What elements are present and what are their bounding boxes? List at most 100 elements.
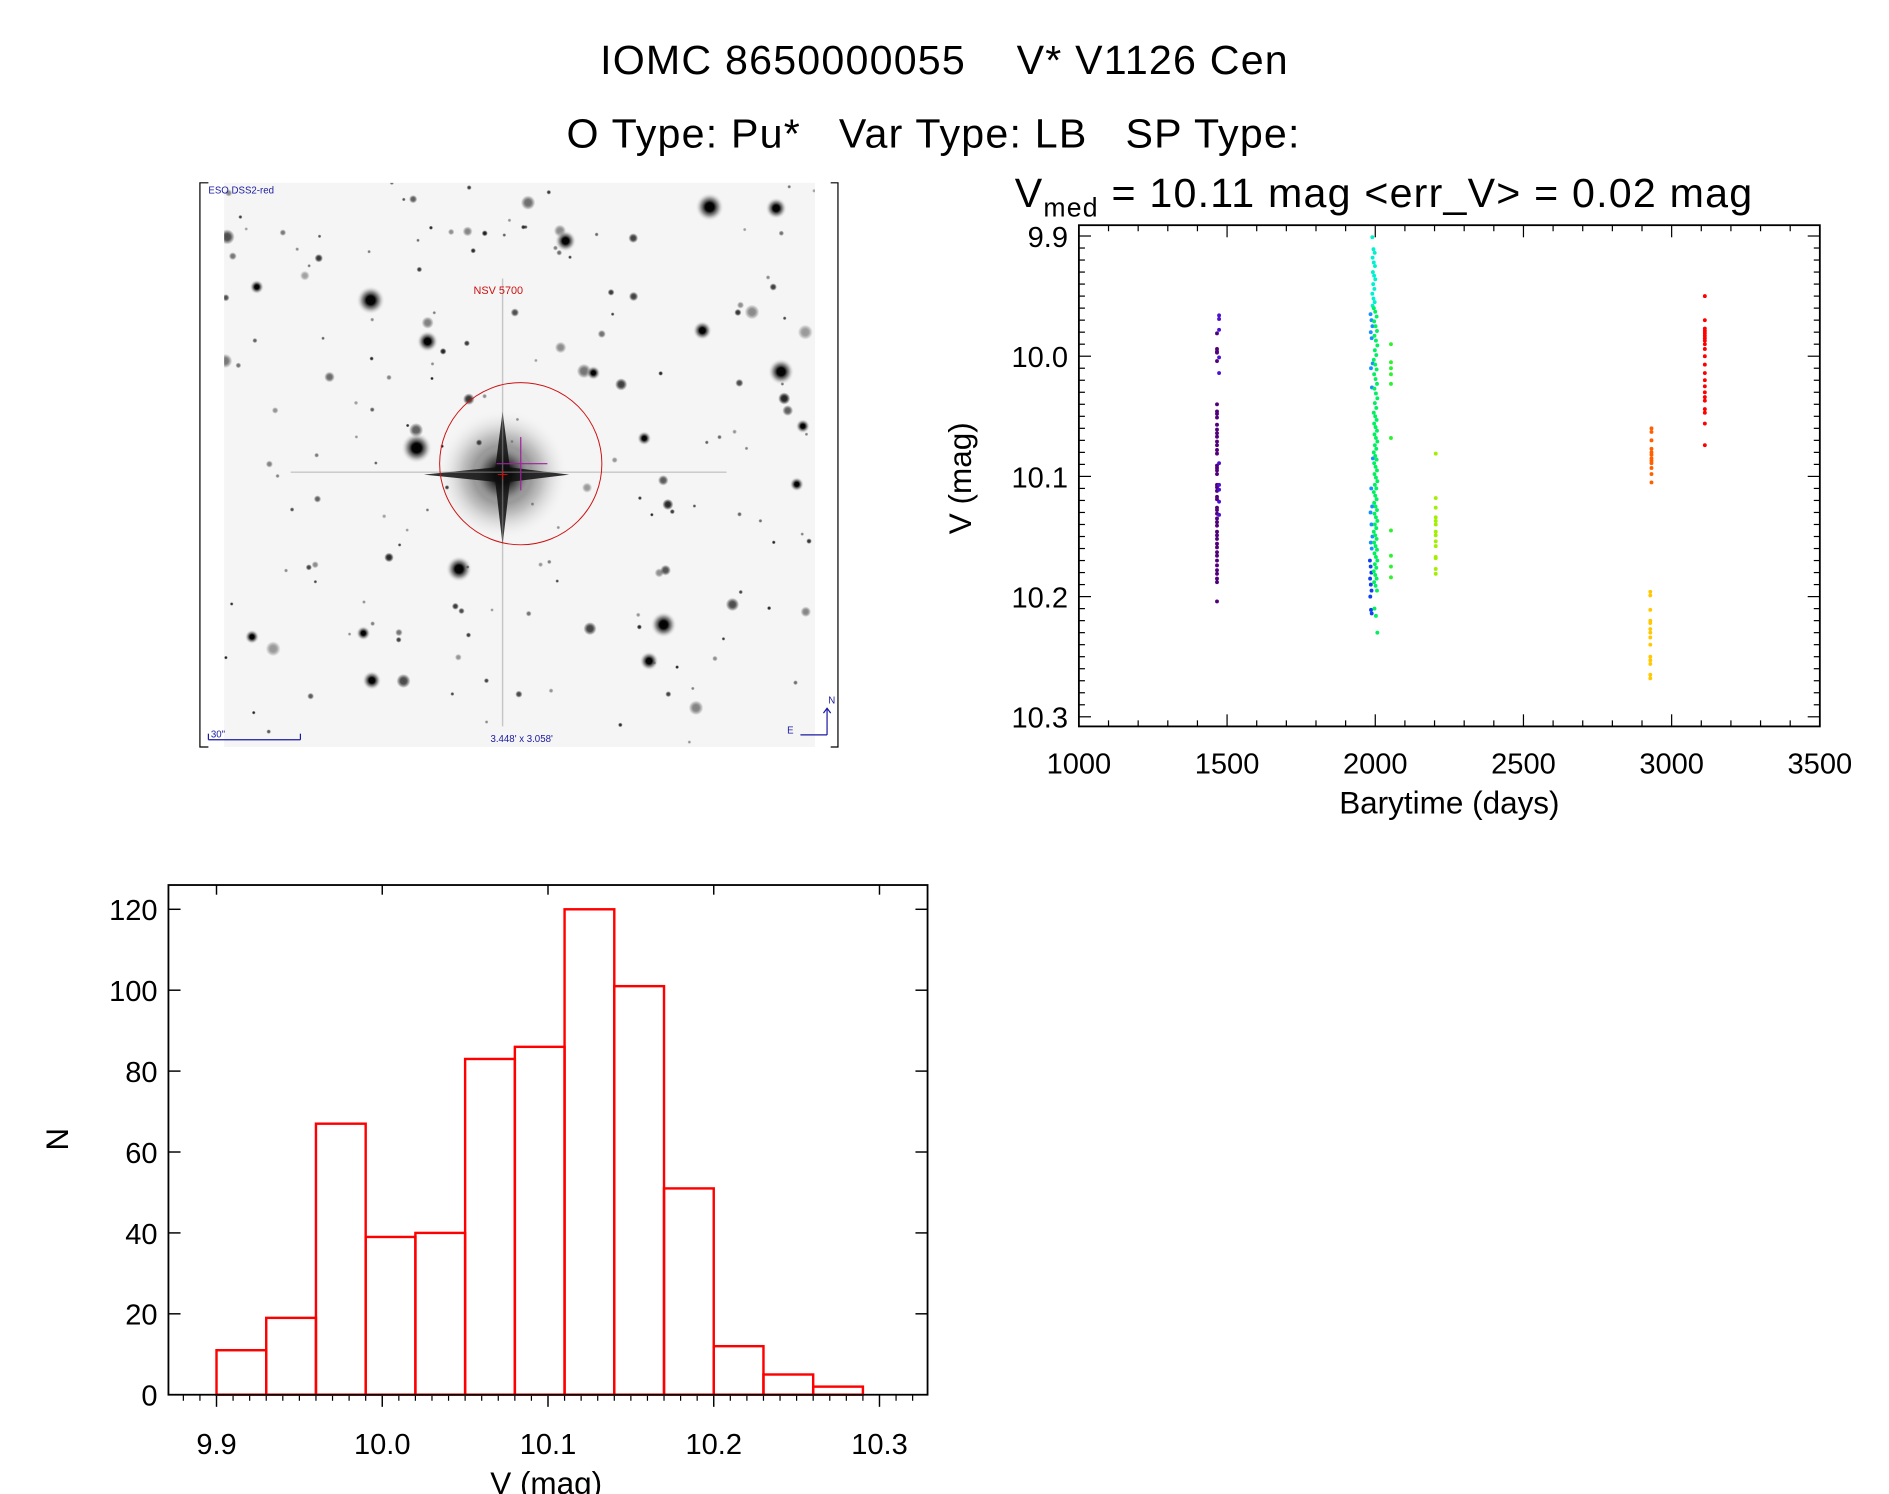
data-point-group-10 [1648,661,1653,666]
data-point-group-1 [1215,545,1219,550]
data-point-group-8 [1433,522,1438,527]
data-point-group-6 [1373,573,1378,577]
star [386,374,392,381]
star [628,233,639,243]
star [769,283,777,291]
data-point-group-1 [1215,472,1219,476]
light-curve-frame [1077,224,1821,728]
data-point-group-7 [1389,553,1393,558]
data-point-group-4 [1369,366,1373,371]
data-point-group-10 [1648,642,1653,647]
data-point-group-8 [1433,515,1438,520]
data-point-group-1 [1215,451,1219,456]
data-point-group-10 [1648,627,1653,631]
star [362,600,366,604]
x-tick-label: 1000 [1047,749,1112,781]
data-point-group-8 [1433,505,1438,510]
data-point-group-1 [1215,468,1219,473]
star [458,607,465,615]
y-tick-label: 10.1 [1011,462,1068,494]
data-point-group-10 [1648,658,1653,663]
star [481,230,488,237]
star [401,197,406,202]
star [389,182,395,186]
star [717,434,722,440]
star [395,636,402,643]
data-point-group-4 [1368,312,1373,317]
data-point-group-1 [1215,576,1219,581]
data-point-group-10 [1648,676,1653,681]
star [665,691,672,698]
data-point-group-5 [1367,558,1372,563]
histogram-frame [167,884,929,1396]
star [534,358,538,363]
star [688,700,704,716]
data-point-group-9 [1649,452,1654,457]
image-frame [199,182,839,748]
star [466,185,472,191]
x-tick-label: 2500 [1491,749,1556,781]
star [229,602,234,606]
data-point-group-6 [1373,515,1378,520]
star [313,495,322,503]
light-curve-points [1215,235,1707,681]
data-point-group-6 [1375,439,1380,444]
data-point-group-6 [1374,565,1379,570]
data-point-group-3 [1371,260,1376,265]
north-label: N [828,695,835,706]
star [252,337,258,344]
x-tick-label: 2000 [1343,749,1408,781]
star [800,606,812,618]
star [507,218,512,223]
y-tick-label: 10.2 [1011,582,1068,614]
sky-image-panel: ESO DSS2-red NSV 5700 30" 3.448' x 3.058… [199,182,839,748]
data-point-group-6 [1372,319,1377,324]
data-point-group-6 [1373,362,1378,367]
data-point-group-3 [1371,247,1376,252]
star [370,621,376,627]
star [300,270,310,281]
data-point-group-11 [1702,407,1707,412]
data-point-group-6 [1375,508,1379,512]
star [583,622,597,636]
data-point-group-4 [1369,486,1374,491]
data-point-group-2 [1217,371,1222,375]
bright-star [639,651,659,671]
star [405,423,410,428]
star [395,628,403,637]
data-point-group-5 [1368,582,1373,587]
data-point-group-3 [1370,291,1375,296]
data-point-group-2 [1217,461,1222,466]
data-point-group-1 [1215,359,1219,363]
bright-star [244,629,260,645]
data-point-group-8 [1433,451,1438,456]
star [369,407,375,413]
histogram-bar [215,1349,268,1396]
data-point-group-10 [1648,621,1653,625]
data-point-group-6 [1374,526,1379,531]
data-point-group-1 [1215,427,1219,432]
star [692,504,697,508]
light-curve-ticks [1078,225,1821,727]
star [687,740,692,744]
data-point-group-3 [1372,286,1377,291]
data-point-group-7 [1389,360,1393,365]
data-point-group-1 [1215,520,1219,525]
data-point-group-6 [1373,493,1378,498]
star [490,608,494,612]
vmed-subscript: med [1043,193,1098,223]
data-point-group-6 [1373,377,1378,381]
data-point-group-11 [1702,443,1707,448]
star [430,376,434,381]
data-point-group-6 [1372,606,1377,611]
star [782,316,787,321]
data-point-group-10 [1648,630,1653,635]
data-point-group-6 [1375,428,1379,433]
star [283,568,289,573]
data-point-group-1 [1215,580,1219,585]
data-point-group-6 [1373,391,1378,396]
data-point-group-6 [1372,551,1377,556]
star [782,405,794,416]
histogram-ticks [168,885,928,1407]
data-point-group-6 [1375,396,1380,401]
